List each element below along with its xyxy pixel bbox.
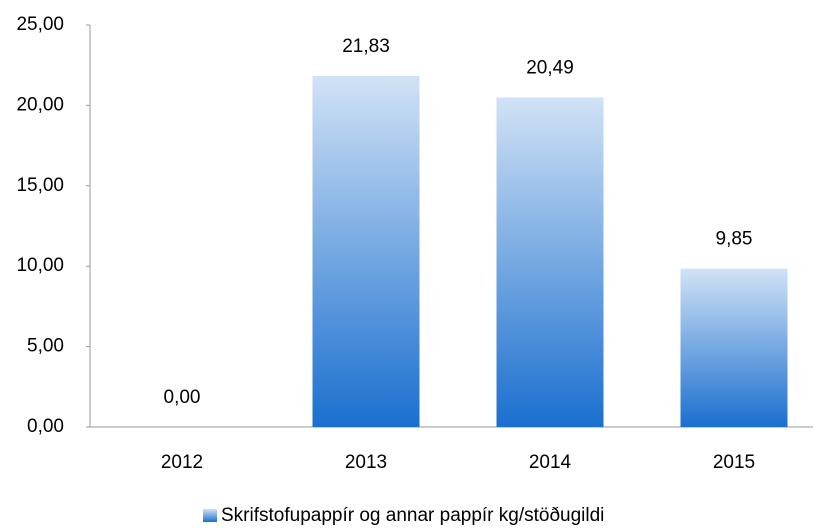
bar (680, 268, 788, 427)
bar (496, 97, 604, 427)
data-label: 21,83 (342, 36, 390, 57)
y-tick-label: 0,00 (27, 416, 64, 437)
bar (312, 75, 420, 427)
x-tick-label: 2015 (713, 452, 755, 473)
x-tick-label: 2014 (529, 452, 572, 473)
y-tick-label: 25,00 (16, 14, 64, 35)
legend-swatch (203, 509, 217, 522)
data-label: 20,49 (526, 58, 574, 79)
data-label: 9,85 (716, 229, 753, 250)
y-tick-label: 10,00 (16, 255, 64, 276)
y-tick-label: 5,00 (27, 336, 64, 357)
y-tick-label: 20,00 (16, 94, 64, 115)
x-tick-label: 2013 (345, 452, 387, 473)
legend-label: Skrifstofupappír og annar pappír kg/stöð… (221, 505, 604, 526)
data-label: 0,00 (164, 387, 201, 408)
y-tick-label: 15,00 (16, 175, 64, 196)
x-tick-label: 2012 (161, 452, 203, 473)
